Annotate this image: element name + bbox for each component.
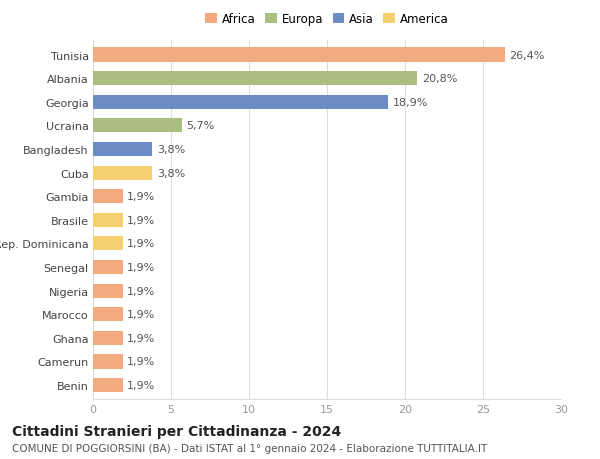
Text: Cittadini Stranieri per Cittadinanza - 2024: Cittadini Stranieri per Cittadinanza - 2… bbox=[12, 425, 341, 438]
Bar bbox=[93, 378, 122, 392]
Bar bbox=[93, 237, 122, 251]
Bar bbox=[93, 213, 122, 227]
Text: 5,7%: 5,7% bbox=[187, 121, 215, 131]
Text: 1,9%: 1,9% bbox=[127, 215, 155, 225]
Bar bbox=[93, 119, 182, 133]
Bar bbox=[93, 143, 152, 157]
Bar bbox=[93, 190, 122, 204]
Text: 20,8%: 20,8% bbox=[422, 74, 458, 84]
Bar bbox=[93, 284, 122, 298]
Text: 1,9%: 1,9% bbox=[127, 357, 155, 367]
Bar bbox=[93, 354, 122, 369]
Bar bbox=[93, 260, 122, 274]
Text: 26,4%: 26,4% bbox=[509, 50, 545, 61]
Bar bbox=[93, 308, 122, 322]
Text: 1,9%: 1,9% bbox=[127, 192, 155, 202]
Text: 1,9%: 1,9% bbox=[127, 263, 155, 273]
Text: 18,9%: 18,9% bbox=[392, 98, 428, 107]
Text: 1,9%: 1,9% bbox=[127, 380, 155, 390]
Text: COMUNE DI POGGIORSINI (BA) - Dati ISTAT al 1° gennaio 2024 - Elaborazione TUTTIT: COMUNE DI POGGIORSINI (BA) - Dati ISTAT … bbox=[12, 443, 487, 453]
Bar bbox=[93, 95, 388, 110]
Text: 1,9%: 1,9% bbox=[127, 286, 155, 296]
Bar bbox=[93, 72, 418, 86]
Legend: Africa, Europa, Asia, America: Africa, Europa, Asia, America bbox=[203, 11, 451, 28]
Text: 1,9%: 1,9% bbox=[127, 239, 155, 249]
Bar bbox=[93, 166, 152, 180]
Text: 1,9%: 1,9% bbox=[127, 333, 155, 343]
Text: 3,8%: 3,8% bbox=[157, 168, 185, 178]
Bar bbox=[93, 48, 505, 62]
Bar bbox=[93, 331, 122, 345]
Text: 3,8%: 3,8% bbox=[157, 145, 185, 155]
Text: 1,9%: 1,9% bbox=[127, 309, 155, 319]
